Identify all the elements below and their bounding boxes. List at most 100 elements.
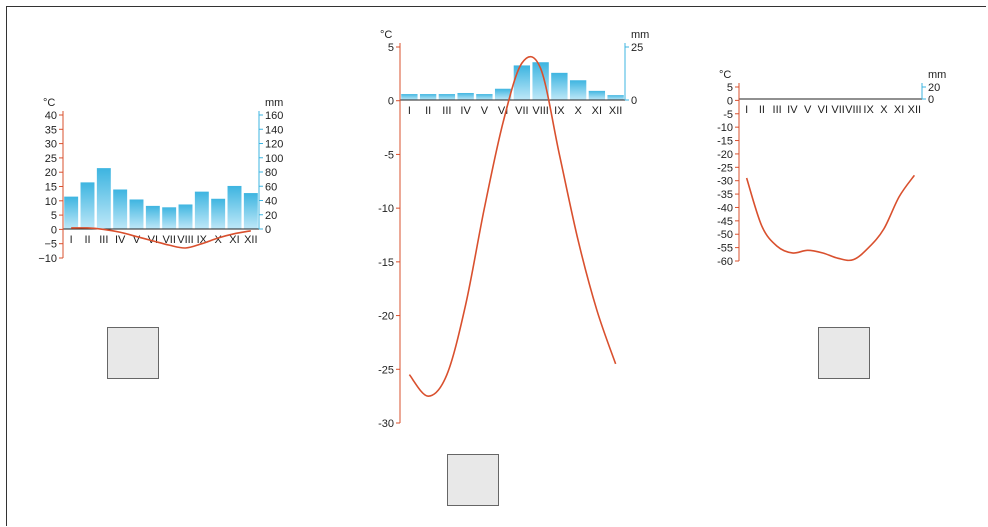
precip-tick-label: 100 [265,153,283,165]
precip-bar-XII [243,192,259,230]
temp-tick-label: -60 [717,256,733,268]
precip-bar-IX [550,72,569,101]
month-label-IV: IV [460,105,471,117]
page-frame [6,6,986,526]
month-label-II: II [759,104,765,116]
precip-tick-label: 25 [631,42,643,54]
precip-bar-I [400,93,419,101]
temp-tick-label: 30 [45,139,57,151]
precip-tick-label: 40 [265,196,277,208]
month-label-VI: VI [498,105,508,117]
precip-bar-IV [456,92,475,101]
precip-tick-label: 20 [265,210,277,222]
month-label-IX: IX [554,105,565,117]
temp-tick-label: 40 [45,110,57,122]
temperature-line [71,227,251,249]
temp-tick-label: 0 [51,224,57,236]
temp-tick-label: 5 [51,210,57,222]
temp-tick-label: -55 [717,243,733,255]
month-label-VII: VII [162,234,175,246]
precip-bar-VIII [177,203,194,230]
precip-tick-label: 120 [265,139,283,151]
answer-box-middle[interactable] [447,454,499,506]
precip-bar-V [128,198,145,230]
month-label-XI: XI [592,105,602,117]
temp-tick-label: -40 [717,202,733,214]
month-label-II: II [425,105,431,117]
temp-tick-label: -5 [723,109,733,121]
temp-tick-label: -20 [378,311,394,323]
precip-bar-I [63,195,79,230]
precip-tick-label: 0 [928,94,934,106]
temp-tick-label: 10 [45,196,57,208]
temp-tick-label: -20 [717,149,733,161]
temp-tick-label: 0 [388,96,394,108]
month-label-I: I [408,105,411,117]
month-label-XI: XI [229,234,239,246]
precip-unit-label: mm [631,29,649,41]
temp-tick-label: -10 [717,122,733,134]
precip-bar-II [419,93,438,101]
climate-chart-1: 40 35 30 25 20 15 10 5 0 −5 −10 °C 160 140 120 100 80 60 4… [38,97,283,265]
precip-bar-III [96,167,112,230]
precip-bar-X [569,79,588,101]
temp-tick-label: 15 [45,182,57,194]
temp-tick-label: 25 [45,153,57,165]
precip-tick-label: 0 [265,224,271,236]
temp-unit-label: °C [43,97,55,109]
precip-tick-label: 20 [928,82,940,94]
temp-tick-label: -10 [378,203,394,215]
precip-bar-IV [112,188,128,230]
precip-bar-XI [587,90,606,101]
temp-tick-label: 35 [45,124,57,136]
month-label-IV: IV [115,234,126,246]
month-label-VIII: VIII [845,104,862,116]
answer-box-left[interactable] [107,327,159,379]
temp-tick-label: -50 [717,229,733,241]
month-label-XII: XII [908,104,921,116]
answer-box-right[interactable] [818,327,870,379]
precip-bar-VII [161,206,177,230]
temp-tick-label: 0 [727,95,733,107]
month-label-III: III [442,105,451,117]
precip-tick-label: 140 [265,124,283,136]
temperature-line [408,55,617,397]
month-label-XI: XI [894,104,904,116]
month-label-XII: XII [244,234,257,246]
precip-tick-label: 0 [631,95,637,107]
temp-tick-label: -5 [384,149,394,161]
temp-tick-label: -30 [717,176,733,188]
month-label-I: I [745,104,748,116]
temp-tick-label: -15 [378,257,394,269]
month-label-IV: IV [787,104,798,116]
temp-tick-label: 5 [727,82,733,94]
month-label-III: III [773,104,782,116]
precip-tick-label: 60 [265,181,277,193]
temp-tick-label: -35 [717,189,733,201]
month-label-VII: VII [515,105,528,117]
temp-tick-label: -45 [717,216,733,228]
month-label-III: III [99,234,108,246]
precip-tick-label: 160 [265,110,283,122]
temp-tick-label: 20 [45,167,57,179]
month-label-IX: IX [863,104,874,116]
precip-bar-III [437,93,456,101]
month-label-X: X [880,104,888,116]
temp-tick-label: -25 [378,364,394,376]
temp-tick-label: -30 [378,418,394,430]
precip-tick-label: 80 [265,167,277,179]
precip-bar-XI [226,185,243,230]
precip-bar-II [79,181,96,230]
temp-tick-label: −5 [44,239,57,251]
precip-unit-label: mm [928,69,946,81]
month-label-X: X [574,105,582,117]
month-label-II: II [84,234,90,246]
temp-tick-label: −10 [38,253,57,265]
month-label-VI: VI [148,234,158,246]
temp-tick-label: 5 [388,42,394,54]
precip-bar-XII [606,94,625,101]
month-label-X: X [214,234,222,246]
month-label-VIII: VIII [177,234,194,246]
